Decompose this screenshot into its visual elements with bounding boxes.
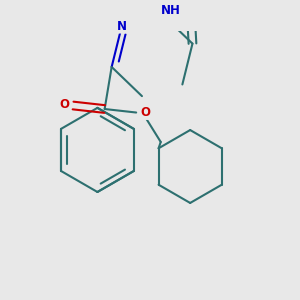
Text: O: O: [140, 106, 150, 119]
Text: N: N: [117, 20, 127, 33]
Text: NH: NH: [161, 4, 181, 17]
Text: O: O: [185, 0, 195, 2]
Text: O: O: [59, 98, 69, 111]
